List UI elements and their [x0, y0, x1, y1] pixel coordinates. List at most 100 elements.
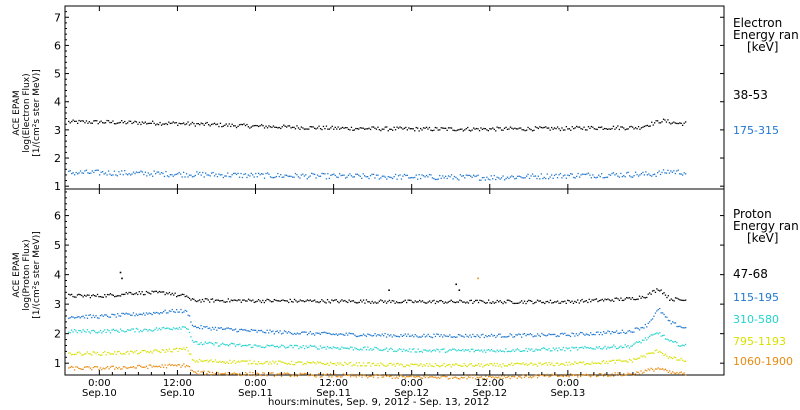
proton-point [233, 360, 235, 362]
electron-legend-title-line3: [keV] [747, 40, 779, 54]
electron-point [442, 127, 444, 129]
proton-point [538, 334, 540, 337]
proton-point [222, 360, 224, 363]
proton-point [177, 364, 179, 366]
proton-point [263, 331, 265, 334]
proton-point [102, 330, 104, 333]
electron-point [455, 130, 457, 132]
proton-point [283, 330, 286, 332]
electron-point [505, 126, 507, 128]
proton-point [278, 300, 280, 302]
proton-point [338, 363, 340, 365]
proton-point [493, 377, 495, 379]
electron-point [274, 176, 276, 179]
proton-point [174, 364, 176, 366]
proton-point [643, 371, 645, 373]
proton-point [137, 365, 139, 367]
proton-point [280, 299, 283, 302]
proton-point [433, 299, 435, 302]
proton-point [177, 295, 179, 297]
electron-point [633, 175, 635, 177]
electron-point [321, 172, 323, 175]
proton-point [394, 377, 396, 379]
electron-point [296, 125, 298, 127]
electron-point [94, 169, 96, 172]
proton-point [638, 341, 641, 343]
proton-point [492, 335, 494, 337]
electron-point [414, 130, 416, 132]
electron-point [96, 120, 98, 122]
proton-point [608, 360, 611, 362]
proton-point [485, 351, 487, 353]
electron-point [215, 173, 217, 175]
proton-point [361, 349, 363, 351]
electron-point [110, 121, 113, 124]
electron-point [238, 176, 241, 178]
proton-point [160, 291, 162, 293]
proton-point [265, 300, 267, 302]
proton-point [551, 373, 553, 375]
proton-point [538, 362, 540, 364]
electron-point [99, 174, 101, 176]
proton-point [196, 326, 198, 329]
proton-point [154, 366, 156, 368]
electron-point [250, 172, 252, 174]
proton-point [662, 368, 664, 370]
proton-point [109, 293, 112, 295]
electron-point [325, 125, 328, 127]
electron-point [100, 171, 102, 173]
electron-point [536, 177, 538, 180]
proton-point [296, 345, 298, 347]
proton-point [128, 329, 130, 331]
proton-point [651, 318, 654, 320]
proton-point [362, 374, 365, 376]
proton-point [203, 326, 205, 328]
proton-point [444, 301, 447, 303]
electron-point [216, 176, 219, 178]
proton-point [140, 313, 142, 315]
proton-point [342, 347, 345, 349]
electron-point [528, 177, 531, 180]
proton-point [443, 334, 445, 336]
proton-point [224, 301, 227, 303]
proton-point [78, 367, 80, 369]
proton-point [630, 345, 632, 347]
proton-point [592, 333, 595, 336]
proton-point [410, 363, 412, 365]
proton-point [407, 350, 409, 352]
proton-point [615, 359, 618, 361]
proton-point [561, 332, 563, 334]
proton-point [165, 327, 168, 329]
proton-point [624, 360, 626, 362]
proton-point [620, 360, 622, 362]
proton-point [506, 365, 508, 367]
electron-point [518, 127, 520, 129]
proton-point [193, 298, 195, 300]
proton-point [151, 330, 153, 332]
proton-point [440, 376, 442, 378]
electron-point [543, 126, 545, 129]
proton-point [69, 366, 71, 368]
electron-point [676, 122, 678, 125]
x-tick-time-label: 12:00 [163, 378, 192, 389]
proton-point [164, 364, 166, 366]
proton-point [150, 350, 152, 352]
electron-point [97, 123, 99, 125]
proton-point [427, 365, 429, 367]
proton-point [515, 334, 517, 336]
proton-point [72, 331, 74, 333]
proton-point [551, 302, 553, 304]
electron-point [453, 175, 456, 178]
proton-point [312, 300, 314, 302]
proton-point [305, 345, 307, 347]
proton-point [654, 349, 657, 352]
electron-point [319, 128, 322, 130]
proton-point [544, 362, 546, 365]
proton-point [390, 362, 392, 364]
proton-point [380, 299, 382, 301]
proton-point [633, 331, 635, 333]
legend-proton-47-68: 47-68 [733, 267, 768, 281]
proton-point [581, 298, 583, 301]
electron-point [193, 123, 195, 125]
electron-point [231, 123, 233, 125]
